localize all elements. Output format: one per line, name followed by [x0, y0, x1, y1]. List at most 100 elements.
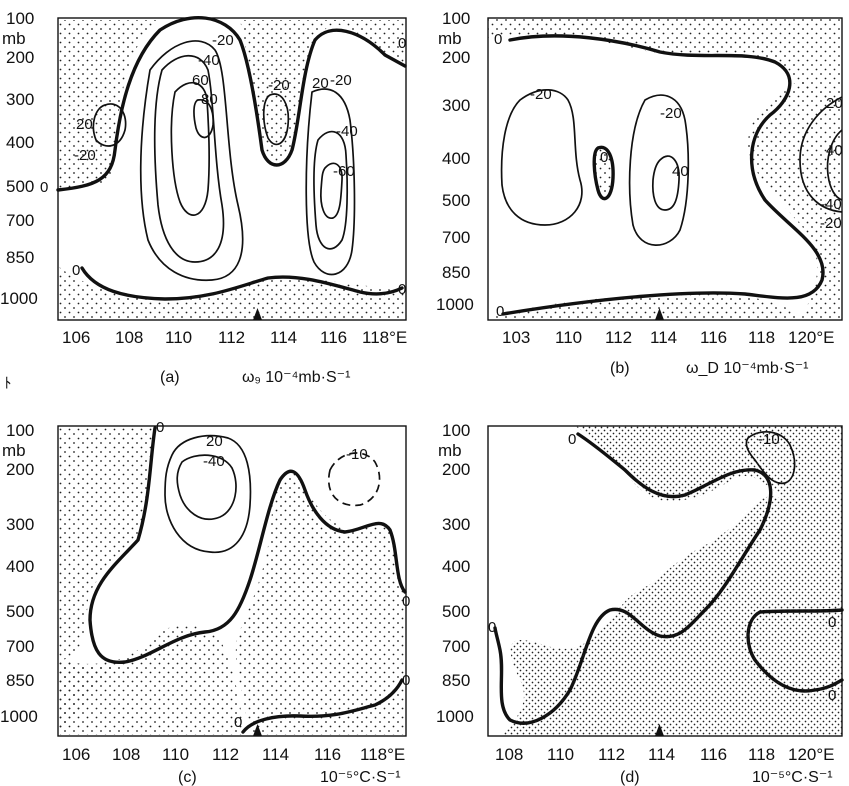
panel-a-caption-quantity: ω₉ 10⁻⁴mb·S⁻¹: [242, 369, 350, 386]
contour-a-neg40: [153, 54, 225, 263]
y-unit-b: mb: [438, 29, 462, 48]
y-tick-b-0: 100: [442, 9, 470, 28]
x-tick-d-3: 114: [648, 745, 675, 764]
contour-b-zero-main: [501, 34, 825, 316]
x-tick-d-2: 112: [598, 745, 625, 764]
panel-d: 0 -10 0 0 0 mb 100 200 300 400 500 700 8…: [436, 421, 844, 786]
x-tick-b-0: 103: [502, 328, 530, 347]
panel-c: 0 20 -40 -10 0 0 0 mb 100 200 300 400 50…: [0, 419, 410, 786]
contour-label-b-0: 0: [494, 31, 502, 48]
x-tick-d-4: 116: [700, 745, 727, 764]
x-tick-d-0: 108: [495, 745, 523, 764]
x-tick-c-2: 110: [162, 745, 189, 764]
y-tick-d-0: 100: [442, 421, 470, 440]
y-tick-a-5: 700: [6, 211, 34, 230]
contour-b-40-right: [826, 129, 843, 201]
panel-d-marker: [655, 724, 664, 736]
y-tick-c-4: 500: [6, 602, 34, 621]
contour-label-c-3: -10: [346, 446, 368, 463]
panel-d-frame: [487, 425, 843, 737]
x-tick-b-4: 116: [700, 328, 727, 347]
panel-d-caption-label: (d): [620, 769, 640, 786]
panel-c-caption-label: (c): [178, 769, 197, 786]
stray-glyph: ﾄ: [4, 375, 12, 392]
contour-label-d-0: 0: [568, 431, 576, 448]
y-unit-a: mb: [2, 29, 26, 48]
y-tick-c-5: 700: [6, 637, 34, 656]
y-tick-b-2: 300: [442, 96, 470, 115]
x-tick-b-3: 114: [650, 328, 677, 347]
panel-c-marker: [253, 724, 262, 736]
x-tick-b-2: 112: [605, 328, 632, 347]
panel-b-caption-label: (b): [610, 360, 630, 377]
contour-a-neg20-right: [305, 88, 356, 276]
contour-label-c-1: 20: [206, 433, 223, 450]
y-tick-a-0: 100: [6, 9, 34, 28]
y-tick-a-6: 850: [6, 248, 34, 267]
x-tick-b-6: 120°E: [788, 328, 835, 347]
contour-d-zero-right: [746, 608, 844, 693]
y-tick-b-7: 1000: [436, 295, 474, 314]
contour-c-zero-bottom: [241, 678, 404, 734]
contour-label-a-2: -40: [198, 52, 220, 69]
contour-a-neg40-right: [313, 130, 349, 250]
contour-label-b-3: -20: [660, 105, 682, 122]
stipple-region-b-small: [594, 147, 614, 199]
y-tick-b-5: 700: [442, 228, 470, 247]
x-tick-b-5: 118: [748, 328, 775, 347]
contour-label-b-5: 20: [826, 95, 843, 112]
panel-c-frame: [57, 425, 407, 737]
contour-label-b-4: 40: [672, 163, 689, 180]
y-tick-b-4: 500: [442, 191, 470, 210]
stipple-region-c-right: [235, 470, 405, 735]
contour-label-d-4: 0: [828, 687, 836, 704]
x-tick-c-5: 116: [314, 745, 341, 764]
panel-c-caption-quantity: 10⁻⁵°C·S⁻¹: [320, 769, 401, 786]
stipple-region-a-top-left: [58, 20, 160, 190]
stipple-region-c-bottom: [58, 625, 245, 735]
contour-c-neg40: [176, 454, 237, 520]
contour-a-zero-main: [56, 16, 407, 192]
y-tick-c-0: 100: [6, 421, 34, 440]
y-tick-a-3: 400: [6, 133, 34, 152]
stipple-region-c-left: [58, 428, 155, 660]
contour-label-a-3: 60: [192, 72, 209, 89]
contour-a-zero-bottom: [80, 266, 404, 301]
y-tick-a-4: 500: [6, 177, 34, 196]
contour-label-b-6: 40: [826, 142, 843, 159]
y-tick-d-1: 200: [442, 460, 470, 479]
contour-d-zero-main: [493, 432, 773, 725]
y-tick-d-4: 500: [442, 602, 470, 621]
x-tick-b-1: 110: [555, 328, 582, 347]
y-tick-b-1: 200: [442, 48, 470, 67]
contour-a-neg20-mid: [262, 93, 290, 146]
x-tick-a-4: 114: [270, 328, 297, 347]
x-tick-a-6: 118°E: [362, 328, 407, 347]
contour-label-c-0: 0: [156, 419, 164, 436]
y-tick-b-3: 400: [442, 149, 470, 168]
panel-d-caption-quantity: 10⁻⁵°C·S⁻¹: [752, 769, 833, 786]
contour-b-20-right: [799, 96, 843, 213]
y-tick-d-5: 700: [442, 637, 470, 656]
contour-label-b-2: 0: [600, 149, 608, 166]
contour-label-a-9: -40: [336, 123, 358, 140]
x-tick-c-6: 118°E: [360, 745, 405, 764]
x-tick-c-4: 114: [262, 745, 289, 764]
panel-b-marker: [655, 308, 664, 320]
panel-a: 0 -20 -40 60 -80 20 -20 0 -20 -40 -60 20…: [0, 9, 407, 386]
contour-label-d-3: 0: [828, 614, 836, 631]
contour-label-a-0: 0: [40, 179, 48, 196]
y-tick-a-7: 1000: [0, 289, 38, 308]
y-tick-b-6: 850: [442, 263, 470, 282]
contour-label-b-7: -40: [820, 196, 842, 213]
y-unit-c: mb: [2, 441, 26, 460]
contour-label-a-12: -20: [330, 72, 352, 89]
y-unit-d: mb: [438, 441, 462, 460]
stipple-region-a-right: [330, 20, 405, 66]
contour-d-neg10: [745, 431, 796, 485]
y-tick-c-3: 400: [6, 557, 34, 576]
panel-a-frame: [57, 17, 407, 321]
contour-label-a-5: 20: [76, 116, 93, 133]
x-tick-d-6: 120°E: [788, 745, 835, 764]
